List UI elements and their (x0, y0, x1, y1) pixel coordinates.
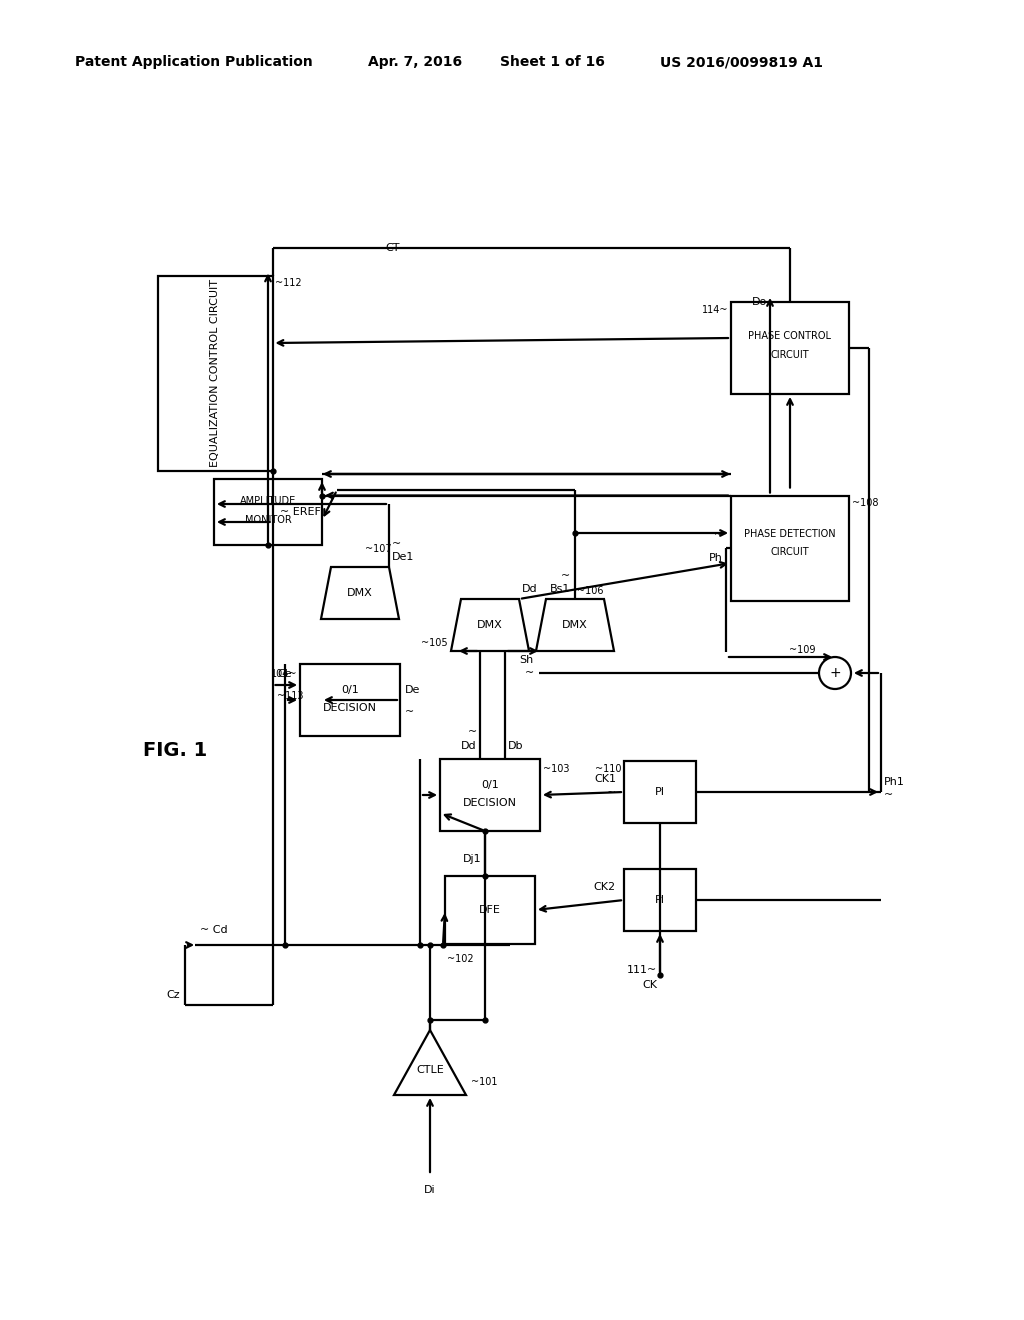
Text: 114~: 114~ (701, 305, 728, 315)
Text: ~: ~ (561, 572, 570, 581)
Bar (731, 302, 849, 393)
Text: PI: PI (655, 895, 665, 906)
Text: CK1: CK1 (594, 774, 616, 784)
Text: PI: PI (655, 787, 665, 797)
Text: ~105: ~105 (421, 638, 449, 648)
Polygon shape (451, 599, 529, 651)
Text: ~: ~ (714, 531, 723, 540)
Bar (731, 495, 849, 601)
Text: Bs1: Bs1 (550, 583, 570, 594)
Text: DMX: DMX (477, 620, 503, 630)
Text: ~113: ~113 (278, 690, 304, 701)
Text: 0/1: 0/1 (481, 780, 499, 789)
Polygon shape (536, 599, 614, 651)
Text: Sh: Sh (520, 655, 534, 665)
Text: ~108: ~108 (852, 499, 879, 508)
Text: Dd: Dd (522, 583, 538, 594)
Text: DECISION: DECISION (463, 799, 517, 808)
Text: Do: Do (752, 297, 767, 308)
Text: Ph1: Ph1 (884, 777, 905, 787)
Text: CTLE: CTLE (416, 1065, 443, 1076)
Text: ~101: ~101 (471, 1077, 498, 1086)
Bar (214, 479, 322, 545)
Text: ~: ~ (607, 788, 616, 799)
Polygon shape (321, 568, 399, 619)
Text: ~ Cd: ~ Cd (200, 925, 227, 935)
Text: ~103: ~103 (543, 764, 569, 774)
Bar (440, 759, 540, 832)
Text: ~ EREF: ~ EREF (281, 507, 322, 517)
Text: Db: Db (508, 741, 523, 751)
Text: ~: ~ (468, 727, 477, 737)
Text: 111~: 111~ (627, 965, 657, 975)
Text: AMPLITUDE: AMPLITUDE (240, 496, 296, 506)
Circle shape (819, 657, 851, 689)
Text: CK: CK (642, 979, 657, 990)
Text: DMX: DMX (347, 587, 373, 598)
Text: Dj1: Dj1 (464, 854, 482, 865)
Text: Di: Di (424, 1185, 436, 1195)
Text: CIRCUIT: CIRCUIT (771, 350, 809, 360)
Text: Dd: Dd (462, 741, 477, 751)
Text: Patent Application Publication: Patent Application Publication (75, 55, 312, 69)
Text: US 2016/0099819 A1: US 2016/0099819 A1 (660, 55, 823, 69)
Text: CT: CT (385, 243, 399, 253)
Text: Ce: Ce (278, 669, 292, 678)
Text: ~102: ~102 (447, 954, 474, 964)
Text: ~: ~ (406, 708, 415, 717)
Text: ~106: ~106 (577, 586, 603, 597)
Text: FIG. 1: FIG. 1 (143, 741, 207, 759)
Text: PHASE DETECTION: PHASE DETECTION (744, 529, 836, 539)
Text: De: De (406, 685, 421, 696)
Bar (158, 276, 272, 470)
Text: MONITOR: MONITOR (245, 515, 292, 525)
Text: Cz: Cz (166, 990, 180, 1001)
Text: ~110: ~110 (595, 764, 621, 774)
Bar (445, 876, 535, 944)
Text: 104~: 104~ (270, 669, 297, 678)
Text: DMX: DMX (562, 620, 588, 630)
Text: ~112: ~112 (275, 279, 302, 289)
Text: 0/1: 0/1 (341, 685, 358, 696)
Text: CIRCUIT: CIRCUIT (771, 546, 809, 557)
Bar (624, 762, 696, 822)
Text: Sheet 1 of 16: Sheet 1 of 16 (500, 55, 605, 69)
Text: DECISION: DECISION (323, 704, 377, 713)
Text: ~107: ~107 (365, 544, 391, 554)
Text: CK2: CK2 (594, 882, 616, 892)
Text: DFE: DFE (479, 906, 501, 915)
Text: ~: ~ (884, 789, 893, 800)
Bar (624, 869, 696, 931)
Polygon shape (394, 1030, 466, 1096)
Text: ~109: ~109 (790, 645, 816, 655)
Text: Ph: Ph (710, 553, 723, 564)
Text: ~: ~ (392, 539, 401, 549)
Text: +: + (829, 667, 841, 680)
Text: EQUALIZATION CONTROL CIRCUIT: EQUALIZATION CONTROL CIRCUIT (210, 279, 220, 467)
Text: ~: ~ (524, 668, 534, 678)
Text: PHASE CONTROL: PHASE CONTROL (749, 331, 831, 341)
Text: De1: De1 (392, 552, 415, 562)
Text: Apr. 7, 2016: Apr. 7, 2016 (368, 55, 462, 69)
Bar (300, 664, 400, 737)
